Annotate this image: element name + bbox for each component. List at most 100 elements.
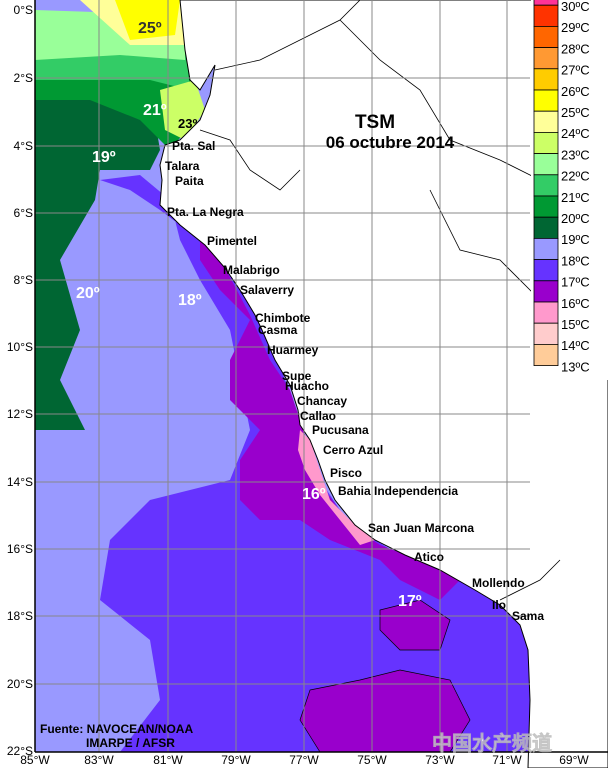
city-label: Pta. Sal (172, 139, 215, 153)
x-tick: 77°W (289, 753, 319, 767)
y-tick: 22°S (7, 744, 33, 758)
legend-swatch (533, 4, 559, 27)
legend-swatch (533, 216, 559, 239)
city-label: Casma (258, 323, 298, 337)
city-label: Huarmey (267, 343, 319, 357)
city-label: Huacho (285, 379, 329, 393)
x-tick: 73°W (425, 753, 455, 767)
legend-label: 14ºC (561, 338, 590, 353)
city-label: Malabrigo (223, 263, 280, 277)
sst-19-region (35, 90, 160, 430)
legend-swatch (533, 68, 559, 91)
temp-label: 20º (76, 285, 100, 302)
x-tick-labels: 85°W 83°W 81°W 79°W 77°W 75°W 73°W 71°W … (20, 753, 589, 767)
legend-label: 15ºC (561, 317, 590, 332)
y-tick: 6°S (14, 206, 33, 220)
legend-label: 19ºC (561, 232, 590, 247)
source-line2: IMARPE / AFSR (86, 736, 175, 750)
city-label: Cerro Azul (323, 443, 383, 457)
city-label: Pucusana (312, 423, 369, 437)
city-labels: Pta. Sal Talara Paita Pta. La Negra Pime… (165, 139, 544, 623)
legend-label: 20ºC (561, 211, 590, 226)
x-tick: 83°W (84, 753, 114, 767)
legend-swatch (533, 195, 559, 218)
legend-label: 27ºC (561, 63, 590, 78)
legend-label: 26ºC (561, 84, 590, 99)
legend-label: 23ºC (561, 147, 590, 162)
city-label: Chimbote (255, 311, 311, 325)
legend-swatch (533, 110, 559, 133)
city-label: Ilo (492, 598, 506, 612)
city-label: Atico (414, 550, 444, 564)
temp-label: 25º (138, 20, 162, 37)
y-tick: 8°S (14, 273, 33, 287)
map-title: TSM (355, 112, 395, 133)
legend-swatch (533, 153, 559, 176)
y-tick: 0°S (14, 3, 33, 17)
y-tick: 18°S (7, 609, 33, 623)
sst-16-region (200, 235, 460, 600)
city-label: Pta. La Negra (167, 205, 244, 219)
x-tick: 71°W (492, 753, 522, 767)
map-date: 06 octubre 2014 (326, 133, 455, 152)
city-label: Salaverry (240, 283, 294, 297)
y-tick: 20°S (7, 677, 33, 691)
city-label: Supe (282, 369, 312, 383)
legend-swatch (533, 237, 559, 260)
legend-swatch (533, 301, 559, 324)
legend-label: 16ºC (561, 296, 590, 311)
legend-label: 21ºC (561, 190, 590, 205)
city-label: Mollendo (472, 576, 525, 590)
temp-label: 21º (143, 102, 167, 119)
y-tick: 2°S (14, 71, 33, 85)
temp-label: 17º (398, 593, 422, 610)
y-tick: 10°S (7, 340, 33, 354)
graticule (35, 0, 530, 752)
legend-swatch (533, 174, 559, 197)
legend-label: 13ºC (561, 359, 590, 374)
legend-swatch (533, 343, 559, 366)
y-tick: 12°S (7, 407, 33, 421)
y-tick: 16°S (7, 542, 33, 556)
city-label: Pisco (330, 466, 362, 480)
city-label: Chancay (297, 394, 347, 408)
legend-label: 24ºC (561, 126, 590, 141)
sst-15-region (298, 430, 375, 545)
sst-23-region (160, 80, 205, 140)
city-label: Talara (165, 159, 200, 173)
legend-swatch (533, 280, 559, 303)
temp-label: 16º (302, 486, 326, 503)
legend-label: 28ºC (561, 41, 590, 56)
temp-label: 19º (92, 149, 116, 166)
watermark-logo: 中国水产频道 (432, 731, 552, 755)
country-borders (199, 0, 561, 601)
legend-label: 22ºC (561, 169, 590, 184)
city-label: Paita (175, 174, 204, 188)
legend-label: 18ºC (561, 253, 590, 268)
legend-swatch (533, 89, 559, 112)
x-tick: 85°W (20, 753, 50, 767)
temp-label: 23º (178, 116, 197, 131)
legend-label: 17ºC (561, 275, 590, 290)
sst-25-region (115, 0, 180, 40)
legend-swatch (533, 322, 559, 345)
x-tick: 75°W (357, 753, 387, 767)
legend-label: 30ºC (561, 0, 590, 14)
y-tick-labels: 0°S 2°S 4°S 6°S 8°S 10°S 12°S 14°S 16°S … (7, 3, 33, 758)
legend-swatch (533, 25, 559, 49)
legend-label: 29ºC (561, 20, 590, 35)
x-tick: 79°W (221, 753, 251, 767)
legend-swatch (533, 47, 559, 70)
city-label: Bahia Independencia (338, 484, 458, 498)
x-tick: 69°W (559, 753, 589, 767)
legend-swatch (533, 259, 559, 282)
city-label: Sama (512, 609, 544, 623)
color-legend: 30ºC 29ºC 28ºC 27ºC 26ºC 25ºC 24ºC 23ºC 22ºC 21ºC… (531, 0, 608, 380)
sst-16-region-south (299, 669, 471, 753)
city-label: Pimentel (207, 234, 257, 248)
legend-swatch (533, 131, 559, 154)
temperature-labels: 25º 21º 23º 19º 20º 18º 16º 17º (76, 20, 422, 610)
city-label: Callao (300, 409, 336, 423)
y-tick: 4°S (14, 139, 33, 153)
